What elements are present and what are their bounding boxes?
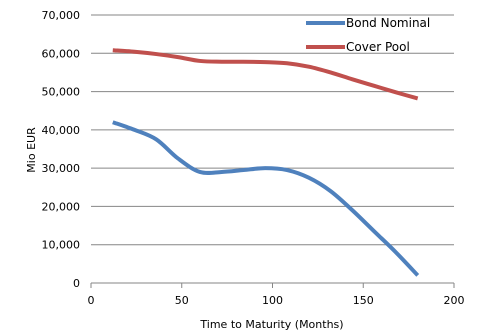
y-tick-label: 50,000: [42, 86, 81, 99]
legend-label-cover-pool: Cover Pool: [346, 40, 410, 54]
x-axis-title: Time to Maturity (Months): [199, 318, 343, 331]
y-tick-label: 10,000: [42, 239, 81, 252]
x-tick-labels: 0 50 100 150 200: [88, 283, 465, 307]
x-tick-label: 200: [444, 294, 465, 307]
y-tick-label: 70,000: [42, 9, 81, 22]
series-lines: [112, 48, 420, 277]
y-tick-label: 40,000: [42, 124, 81, 137]
x-tick-label: 150: [353, 294, 374, 307]
series-line-cover-pool: [112, 48, 419, 101]
y-tick-label: 20,000: [42, 200, 81, 213]
legend-label-bond-nominal: Bond Nominal: [346, 16, 430, 30]
series-line-bond-nominal: [112, 120, 420, 277]
x-tick-label: 50: [175, 294, 189, 307]
x-tick-label: 0: [88, 294, 95, 307]
x-tick-label: 100: [262, 294, 283, 307]
y-tick-labels: 0 10,000 20,000 30,000 40,000 50,000 60,000 70,…: [42, 9, 81, 290]
y-tick-label: 60,000: [42, 47, 81, 60]
legend: Bond Nominal Cover Pool: [306, 16, 430, 54]
y-tick-label: 30,000: [42, 162, 81, 175]
y-tick-label: 0: [73, 277, 80, 290]
y-axis-title: Mio EUR: [25, 127, 38, 173]
